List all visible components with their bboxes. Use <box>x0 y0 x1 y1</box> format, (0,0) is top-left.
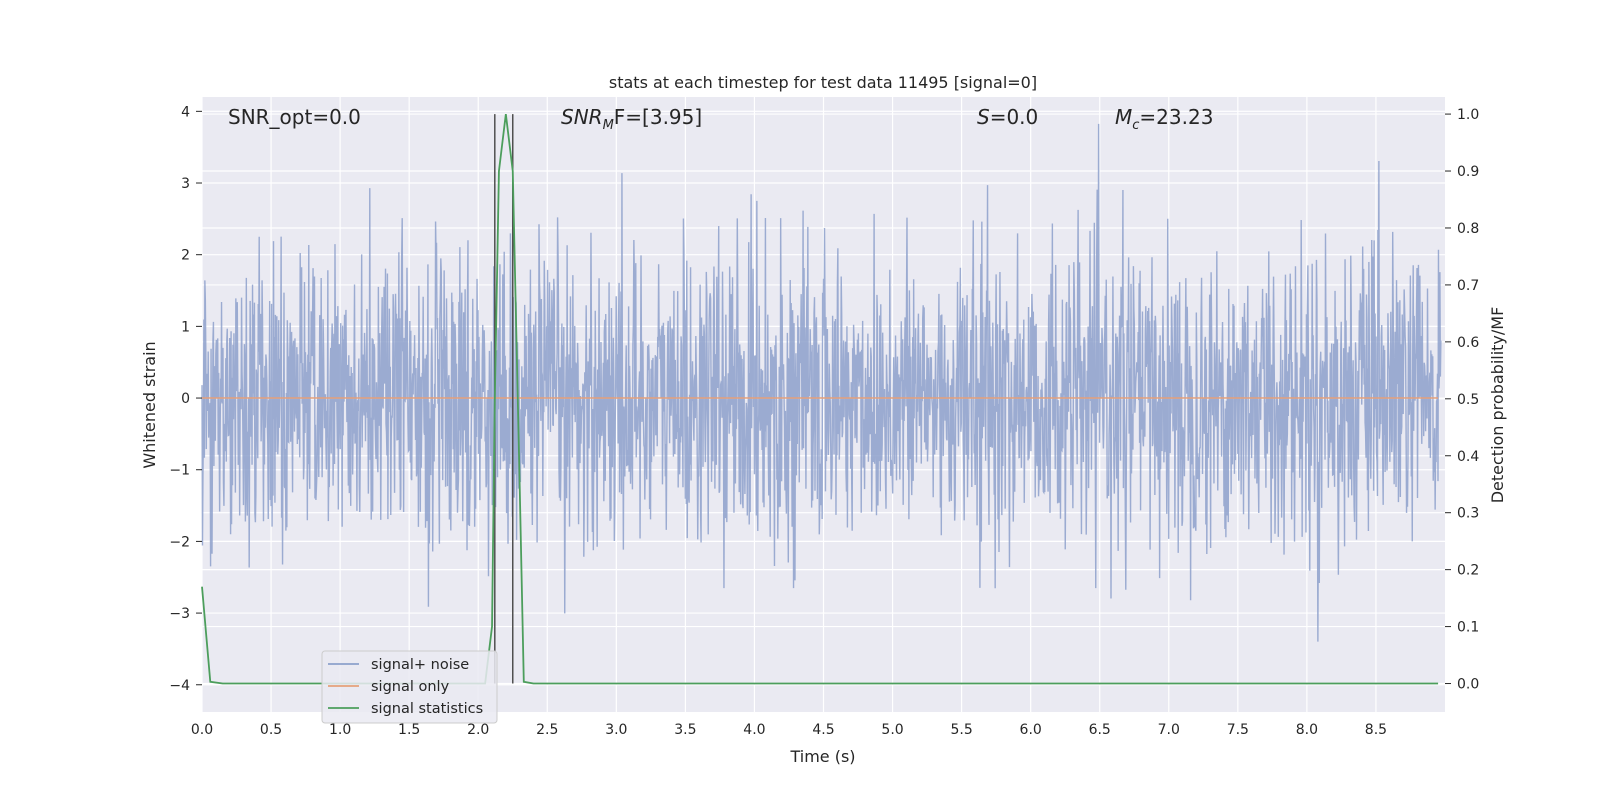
annotation-mc: Mc=23.23 <box>1115 105 1213 133</box>
x-tick-label-4: 2.0 <box>467 722 489 738</box>
x-tick-label-1: 0.5 <box>260 722 282 738</box>
series-line-signal-statistics <box>201 113 1439 685</box>
y-axis-label-left: Whitened strain <box>140 341 159 468</box>
x-ticks: 0.0 0.5 1.0 1.5 2.0 2.5 3.0 3.5 4.0 4.5 5.0 5.5 6.0 6… <box>191 722 1387 738</box>
y-tick-label-right-0: 1.0 <box>1457 107 1479 123</box>
y-tick-label-right-3: 0.7 <box>1457 278 1479 294</box>
x-tick-label-14: 7.0 <box>1158 722 1180 738</box>
x-tick-label-0: 0.0 <box>191 722 213 738</box>
x-tick-label-16: 8.0 <box>1296 722 1318 738</box>
x-tick-label-11: 5.5 <box>950 722 972 738</box>
y-tick-label-left-5: −1 <box>169 463 190 479</box>
annotation-snr-mf-rest: F=[3.95] <box>614 105 702 129</box>
y-tick-label-left-7: −3 <box>169 606 190 622</box>
x-axis-label: Time (s) <box>789 747 855 766</box>
x-tick-label-3: 1.5 <box>398 722 420 738</box>
y-tick-label-left-0: 4 <box>181 104 190 120</box>
x-tick-label-8: 4.0 <box>743 722 765 738</box>
annotation-snr-opt: SNR_opt=0.0 <box>228 105 361 129</box>
legend: signal+ noise signal only signal statist… <box>321 650 498 724</box>
y-tick-label-right-10: 0.0 <box>1457 677 1479 693</box>
x-tick-label-15: 7.5 <box>1227 722 1249 738</box>
y-ticks-right: 1.0 0.9 0.8 0.7 0.6 0.5 0.4 0.3 0.2 0.1 0.0 <box>1445 107 1479 693</box>
y-tick-label-left-4: 0 <box>181 391 190 407</box>
annotation-s-italic: S <box>977 105 990 129</box>
legend-label-signal-statistics: signal statistics <box>371 701 483 717</box>
y-tick-label-left-1: 3 <box>181 176 190 192</box>
y-tick-label-right-7: 0.3 <box>1457 506 1479 522</box>
y-ticks-left: 4 3 2 1 0 −1 −2 −3 −4 <box>169 104 202 694</box>
annotation-s-rest: =0.0 <box>990 105 1039 129</box>
annotation-mc-sub: c <box>1132 118 1139 133</box>
x-tick-label-6: 3.0 <box>605 722 627 738</box>
y-tick-label-left-3: 1 <box>181 319 190 335</box>
annotation-snr-mf: SNRMF=[3.95] <box>561 105 702 133</box>
x-tick-label-9: 4.5 <box>812 722 834 738</box>
legend-box <box>321 650 498 724</box>
series-signal-statistics <box>201 113 1439 685</box>
y-tick-label-left-8: −4 <box>169 678 190 694</box>
legend-label-signal-only: signal only <box>371 679 450 695</box>
y-tick-label-right-2: 0.8 <box>1457 221 1479 237</box>
y-tick-label-left-2: 2 <box>181 248 190 264</box>
annotation-s: S=0.0 <box>977 105 1038 129</box>
x-tick-label-2: 1.0 <box>329 722 351 738</box>
x-tick-label-5: 2.5 <box>536 722 558 738</box>
y-tick-label-left-6: −2 <box>169 534 190 550</box>
y-axis-label-right: Detection probability/MF <box>1488 307 1507 504</box>
series-signal-noise <box>201 123 1442 642</box>
chart-title: stats at each timestep for test data 114… <box>609 73 1037 92</box>
y-tick-label-right-8: 0.2 <box>1457 563 1479 579</box>
annotation-mc-rest: =23.23 <box>1139 105 1213 129</box>
annotation-mc-base: M <box>1115 105 1132 129</box>
x-tick-label-7: 3.5 <box>674 722 696 738</box>
x-tick-label-13: 6.5 <box>1089 722 1111 738</box>
y-tick-label-right-6: 0.4 <box>1457 449 1479 465</box>
x-tick-label-10: 5.0 <box>881 722 903 738</box>
y-tick-label-right-9: 0.1 <box>1457 620 1479 636</box>
legend-label-signal-noise: signal+ noise <box>371 657 469 673</box>
annotation-snr-mf-base: SNR <box>561 105 603 129</box>
y-tick-label-right-1: 0.9 <box>1457 164 1479 180</box>
series-line-signal-noise <box>201 123 1442 642</box>
y-tick-label-right-4: 0.6 <box>1457 335 1479 351</box>
x-tick-label-12: 6.0 <box>1020 722 1042 738</box>
x-tick-label-17: 8.5 <box>1365 722 1387 738</box>
annotation-snr-mf-sub: M <box>603 118 614 133</box>
y-tick-label-right-5: 0.5 <box>1457 392 1479 408</box>
